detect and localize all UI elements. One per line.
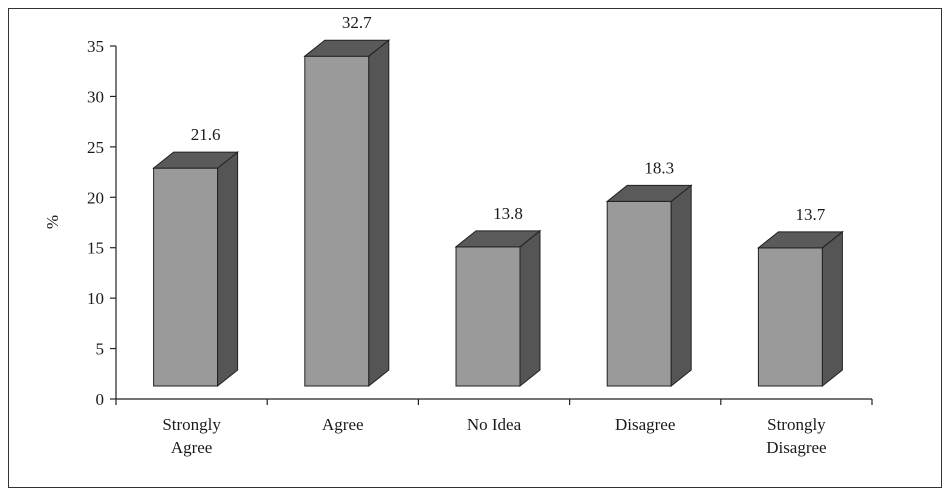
- data-label: 21.6: [191, 125, 221, 144]
- y-axis: 0 5 10 15 20 25 30 35: [87, 37, 117, 409]
- bar-top: [454, 230, 542, 248]
- y-tick-label: 10: [87, 289, 104, 308]
- category-label: No Idea: [467, 415, 522, 434]
- bar-front: [606, 200, 672, 387]
- data-label: 13.8: [493, 204, 523, 223]
- y-tick-label: 15: [87, 239, 104, 258]
- bar-top: [152, 151, 240, 169]
- data-labels: 21.6 32.7 13.8 18.3 13.7: [191, 13, 826, 224]
- y-tick-label: 0: [96, 390, 105, 409]
- category-label: Strongly: [162, 415, 221, 434]
- bar-side: [519, 229, 541, 388]
- bars: [152, 39, 844, 388]
- category-label: Strongly: [767, 415, 826, 434]
- bar-front: [304, 55, 370, 387]
- category-label: Disagree: [615, 415, 675, 434]
- category-label: Agree: [171, 438, 213, 457]
- data-label: 13.7: [796, 205, 826, 224]
- x-axis: Strongly Agree Agree No Idea Disagree Strongl…: [115, 398, 873, 457]
- data-label: 32.7: [342, 13, 372, 32]
- bar-top: [756, 231, 844, 249]
- bar-front: [757, 247, 823, 387]
- category-label: Agree: [322, 415, 364, 434]
- y-tick-label: 30: [87, 87, 104, 106]
- bar: [303, 39, 391, 388]
- bar: [152, 151, 240, 388]
- data-label: 18.3: [644, 158, 674, 177]
- y-tick-label: 5: [96, 340, 105, 359]
- bar-top: [605, 184, 693, 202]
- bar-side: [217, 151, 239, 388]
- bar: [605, 184, 693, 388]
- bar-side: [821, 230, 843, 388]
- y-tick-label: 35: [87, 37, 104, 56]
- y-tick-label: 20: [87, 188, 104, 207]
- bar-side: [368, 39, 390, 388]
- bar-front: [153, 167, 219, 387]
- bar-front: [455, 246, 521, 387]
- category-label: Disagree: [766, 438, 826, 457]
- y-tick-label: 25: [87, 138, 104, 157]
- bar-side: [670, 184, 692, 388]
- bar-top: [303, 39, 391, 57]
- bar: [454, 229, 542, 388]
- bar: [756, 230, 844, 388]
- y-axis-title: %: [43, 215, 62, 229]
